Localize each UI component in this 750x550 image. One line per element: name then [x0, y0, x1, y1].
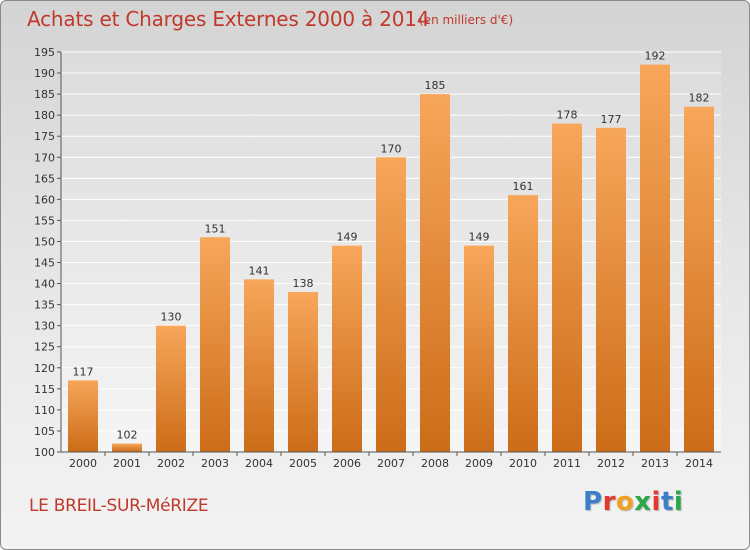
data-label-2012: 177	[601, 113, 622, 126]
data-label-2006: 149	[337, 231, 358, 244]
y-tick-label: 130	[34, 320, 55, 333]
data-label-2001: 102	[117, 429, 138, 442]
y-tick-label: 190	[34, 67, 55, 80]
bar-2013	[640, 64, 670, 452]
data-label-2014: 182	[689, 92, 710, 105]
logo-letter: o	[615, 487, 635, 517]
x-tick-label: 2012	[597, 457, 625, 470]
y-tick-label: 135	[34, 299, 55, 312]
y-tick-label: 165	[34, 172, 55, 185]
data-label-2009: 149	[469, 231, 490, 244]
y-tick-label: 195	[34, 46, 55, 59]
data-label-2007: 170	[381, 142, 402, 155]
y-tick-label: 170	[34, 151, 55, 164]
x-tick-label: 2004	[245, 457, 273, 470]
bar-2002	[156, 325, 186, 452]
bars: 117 102 130 151 141 138 149 170 185 149 161 178 177 1…	[68, 50, 714, 453]
data-label-2008: 185	[425, 79, 446, 92]
x-tick-label: 2013	[641, 457, 669, 470]
logo-letter: P	[583, 487, 603, 517]
x-axis: 2000 2001 2002 2003 2004 2005 2006 2007 2008 2009…	[61, 451, 721, 470]
data-label-2013: 192	[645, 50, 666, 63]
data-label-2003: 151	[205, 222, 226, 235]
chart-subtitle: (en milliers d'€)	[419, 13, 514, 27]
data-label-2005: 138	[293, 277, 314, 290]
bar-2011	[552, 123, 582, 452]
logo-letter: r	[602, 487, 616, 517]
logo-letter: i	[651, 487, 661, 517]
y-tick-label: 150	[34, 235, 55, 248]
y-tick-label: 160	[34, 193, 55, 206]
x-tick-label: 2007	[377, 457, 405, 470]
x-tick-label: 2002	[157, 457, 185, 470]
logo-letter: x	[634, 487, 652, 517]
y-tick-label: 180	[34, 109, 55, 122]
bar-2014	[684, 106, 714, 452]
y-tick-label: 115	[34, 383, 55, 396]
logo-letter: i	[673, 487, 684, 517]
x-tick-label: 2005	[289, 457, 317, 470]
commune-name: LE BREIL-SUR-MéRIZE	[29, 496, 209, 516]
bar-2008	[420, 94, 450, 453]
y-tick-label: 125	[34, 341, 55, 354]
bar-2004	[244, 279, 274, 452]
bar-2000	[68, 380, 98, 452]
x-tick-label: 2014	[685, 457, 713, 470]
y-axis: 100 105 110 115 120 125 130 135 140 145 150 155 160 1…	[34, 46, 62, 459]
data-label-2011: 178	[557, 109, 578, 122]
x-tick-label: 2009	[465, 457, 493, 470]
logo-letter: t	[660, 487, 674, 517]
x-tick-label: 2010	[509, 457, 537, 470]
bar-2006	[332, 245, 362, 452]
bar-2010	[508, 195, 538, 452]
y-tick-label: 140	[34, 278, 55, 291]
y-tick-label: 145	[34, 257, 55, 270]
data-label-2004: 141	[249, 264, 270, 277]
data-label-2010: 161	[513, 180, 534, 193]
proxiti-logo: Proxiti	[583, 487, 683, 517]
x-tick-label: 2008	[421, 457, 449, 470]
bar-2012	[596, 127, 626, 452]
bar-2003	[200, 237, 230, 452]
y-tick-label: 120	[34, 362, 55, 375]
y-tick-label: 105	[34, 425, 55, 438]
bar-2007	[376, 157, 406, 452]
y-tick-label: 155	[34, 214, 55, 227]
y-tick-label: 175	[34, 130, 55, 143]
data-label-2002: 130	[161, 311, 182, 324]
bar-2005	[288, 292, 318, 452]
y-tick-label: 185	[34, 88, 55, 101]
x-tick-label: 2003	[201, 457, 229, 470]
x-tick-label: 2006	[333, 457, 361, 470]
x-tick-label: 2001	[113, 457, 141, 470]
y-tick-label: 100	[34, 446, 55, 459]
x-tick-label: 2011	[553, 457, 581, 470]
y-tick-label: 110	[34, 404, 55, 417]
bar-2001	[112, 443, 142, 452]
data-label-2000: 117	[73, 365, 94, 378]
x-tick-label: 2000	[69, 457, 97, 470]
bar-2009	[464, 245, 494, 452]
chart-title: Achats et Charges Externes 2000 à 2014	[27, 7, 430, 31]
